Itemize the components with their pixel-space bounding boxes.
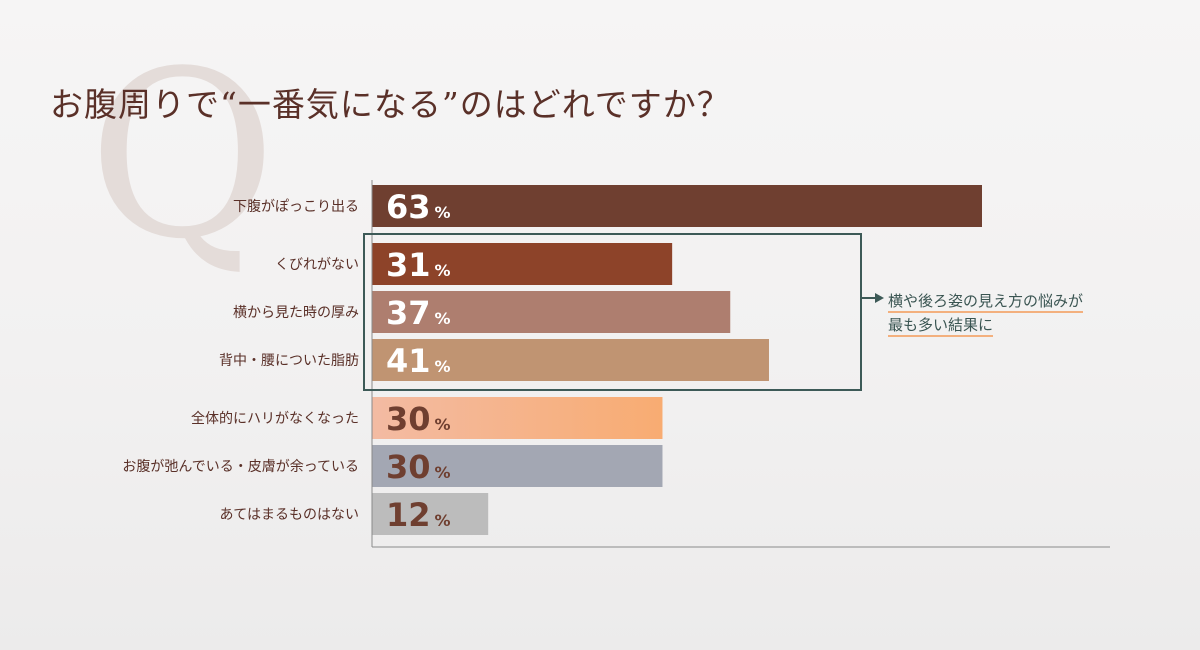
value-label: 63% [386,188,451,226]
category-label: 背中・腰についた脂肪 [219,353,359,369]
callout-text: 横や後ろ姿の見え方の悩みが 最も多い結果に [888,289,1128,337]
chart-title: お腹周りで“一番気になる”のはどれですか？ [50,85,731,124]
callout-line-2: 最も多い結果に [888,316,994,337]
value-label: 30% [386,400,451,438]
value-label: 41% [386,342,451,380]
category-label: 全体的にハリがなくなった [191,410,359,427]
value-label: 31% [386,246,451,284]
category-label: お腹が弛んでいる・皮膚が余っている [122,458,359,475]
q-watermark: Q [88,23,277,290]
bar [372,339,769,381]
bar [372,291,731,333]
category-label: あてはまるものはない [220,507,359,523]
category-label: 横から見た時の厚み [233,305,359,321]
value-label: 12% [386,496,451,534]
callout-line-1: 横や後ろ姿の見え方の悩みが [888,292,1084,313]
bar [372,445,663,487]
value-label: 30% [386,448,451,486]
category-label: 下腹がぽっこり出る [233,198,359,215]
bar [372,397,663,439]
bar [372,243,673,285]
highlight-box [363,233,862,391]
value-label: 37% [386,294,451,332]
bar [372,185,982,227]
category-label: くびれがない [275,257,359,273]
callout-arrow-head [875,293,884,303]
bar [372,493,489,535]
